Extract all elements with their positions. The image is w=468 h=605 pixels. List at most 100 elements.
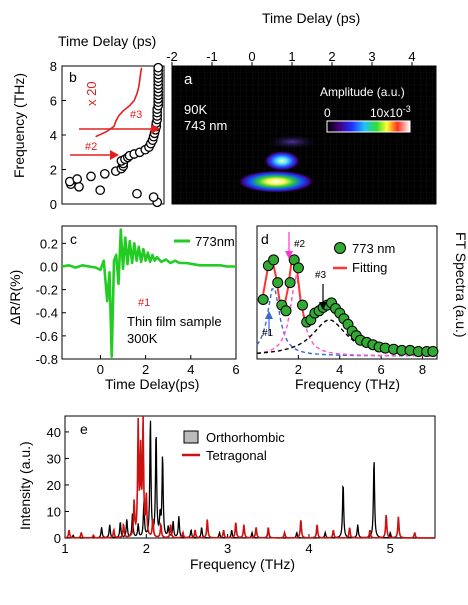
panel-d-point [427, 346, 439, 357]
panel-a-xtick-label: 0 [248, 49, 255, 64]
panel-b-ytick-label: 4 [50, 128, 57, 143]
panel-e-ytick-label: 0 [54, 531, 61, 546]
panel-d-xtick-label: 8 [419, 362, 426, 377]
panel-d-frame [256, 225, 438, 360]
panel-e-xlabel: Frequency (THz) [190, 556, 295, 572]
panel-b-x20-curve [95, 67, 143, 138]
arrow-2 [70, 150, 119, 160]
panel-b-ytick-label: 2 [50, 163, 57, 178]
panel-a-xtick-label: 3 [368, 49, 375, 64]
panel-a-annot-temp: 90K [184, 102, 207, 117]
panel-d-arrow-1 [265, 311, 273, 335]
panel-e-xtick-label: 3 [224, 541, 231, 556]
panel-d-point [257, 294, 269, 305]
panel-c-series-773nm [61, 228, 236, 358]
panel-b-ytick-label: 8 [50, 59, 57, 74]
panel-a-xtick-label: 4 [408, 49, 415, 64]
panel-e-label: e [80, 421, 88, 437]
colorbar-max-mantissa: 10x10 [370, 106, 403, 120]
panel-d-arrow-2 [285, 232, 293, 259]
panel-a-xtick-label: -1 [206, 49, 218, 64]
panel-e-legend-tetra: Tetragonal [206, 448, 267, 463]
panel-d-component-#2 [256, 274, 437, 357]
panel-c-annot-sample: Thin film sample [127, 314, 222, 329]
panel-c-xtick-label: 6 [232, 362, 239, 377]
panel-d-legend: 773 nm Fitting [333, 241, 395, 275]
panel-a-frame [171, 65, 437, 205]
panel-c-legend-label: 773nm [195, 234, 235, 249]
panel-d-annot-1: #1 [262, 328, 274, 339]
panel-e-ylabel: Intensity (a.u.) [17, 441, 33, 530]
panel-e-legend: Orthorhombic Tetragonal [182, 430, 285, 463]
panel-e-ytick-label: 30 [47, 451, 61, 466]
panel-d-xtick-label: 2 [295, 362, 302, 377]
panel-d-point [297, 299, 308, 311]
panel-a-label: a [184, 71, 193, 88]
panel-b-point [72, 174, 83, 184]
panel-d-label: d [261, 231, 269, 247]
panel-c-ytick-label: -0.6 [36, 329, 58, 344]
panel-c-xtick-label: 4 [187, 362, 194, 377]
colorbar [326, 120, 411, 133]
panel-d-arrow-3 [319, 284, 327, 310]
panel-a-feature-peak-2.5THz [264, 150, 300, 171]
panel-d-point [284, 277, 296, 289]
panel-e-series-tetragonal [64, 415, 435, 539]
panel-d-xtick-label: 4 [336, 362, 343, 377]
panel-b-label: b [69, 69, 77, 85]
arrow-3 [79, 124, 160, 134]
panel-d-point [272, 277, 284, 289]
panel-b-point [95, 185, 106, 196]
panel-a-xtick-label: 1 [288, 49, 295, 64]
panel-b-point [74, 181, 84, 192]
panel-d-legend-data: 773 nm [352, 241, 395, 256]
colorbar-title: Amplitude (a.u.) [320, 85, 405, 99]
panel-e-legend-ortho: Orthorhombic [206, 430, 285, 445]
panel-c-annot-1: #1 [138, 297, 150, 309]
panel-e-xtick-label: 2 [143, 541, 150, 556]
panel-c-ytick-label: -0.8 [36, 352, 58, 367]
panel-b-x20-label: x 20 [84, 81, 99, 106]
colorbar-max-exponent: -3 [403, 104, 411, 114]
panel-d-point [292, 262, 304, 274]
panel-d-fit-line [262, 255, 433, 353]
panel-e-xtick-label: 1 [61, 541, 68, 556]
panel-b-point [148, 192, 159, 202]
panel-e-xtick-label: 5 [387, 541, 394, 556]
panel-b-xlabel: Time Delay (ps) [58, 33, 156, 49]
panel-b-annot-2: #2 [85, 141, 97, 153]
panel-d-legend-fit: Fitting [352, 260, 387, 275]
panel-d-point [280, 305, 292, 317]
panel-c-ytick-label: 0.0 [40, 259, 58, 274]
colorbar-max-label: 10x10-3 [370, 104, 411, 120]
panel-c-ytick-label: -0.2 [36, 283, 58, 298]
panel-c-label: c [70, 231, 77, 247]
panel-d-xlabel: Frequency (THz) [295, 376, 400, 392]
panel-a-heatmap [172, 66, 436, 204]
panel-e-ytick-label: 40 [47, 425, 61, 440]
panel-c-xtick-label: 0 [97, 362, 104, 377]
panel-b-point [132, 188, 142, 199]
panel-e-xtick-label: 4 [305, 541, 312, 556]
panel-a-feature-peak-1.3THz [238, 170, 314, 193]
panel-a-xtick-label: 2 [328, 49, 335, 64]
panel-e-ytick-label: 20 [47, 478, 61, 493]
panel-d-annot-2: #2 [294, 239, 306, 250]
panel-c-ytick-label: 0.2 [40, 236, 58, 251]
panel-b-annot-3: #3 [130, 109, 142, 121]
panel-d-xtick-label: 6 [378, 362, 385, 377]
panel-a-xtick-label: -2 [166, 49, 178, 64]
panel-b-ytick-label: 0 [50, 197, 57, 212]
panel-c-xlabel: Time Delay(ps) [105, 376, 199, 392]
panel-c-legend: 773nm [174, 234, 235, 249]
panel-b-point [86, 171, 96, 182]
panel-a-feature-peak-3.6THz [264, 133, 320, 150]
panel-a-annot-wavelength: 743 nm [184, 118, 227, 133]
panel-a-xlabel: Time Delay (ps) [262, 10, 360, 26]
panel-b-point [153, 62, 164, 73]
panel-d-ylabel: FT Spectra (a.u.) [453, 232, 468, 338]
panel-b-ytick-label: 6 [50, 94, 57, 109]
panel-c-frame [61, 225, 237, 360]
panel-b-point [99, 168, 110, 179]
